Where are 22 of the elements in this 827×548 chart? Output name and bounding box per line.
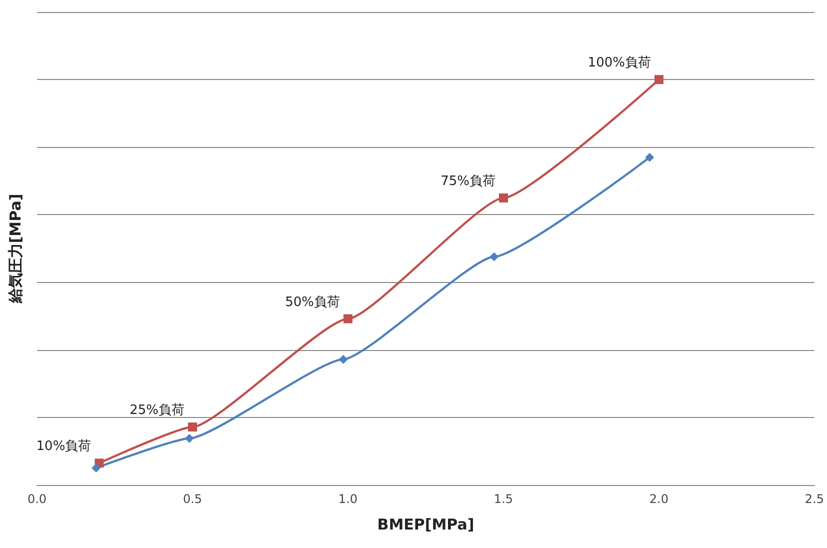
point xyxy=(645,152,654,162)
annotation: 25%負荷 xyxy=(130,403,184,418)
point xyxy=(343,314,352,324)
point xyxy=(498,193,508,202)
x-tick-label: 2.0 xyxy=(649,492,669,506)
x-tick-label: 2.5 xyxy=(804,492,824,506)
x-tick-label: 0.5 xyxy=(182,492,202,506)
annotation: 50%負荷 xyxy=(285,294,340,310)
point xyxy=(188,422,197,432)
x-axis-title: BMEP[MPa] xyxy=(377,516,474,534)
annotation: 75%負荷 xyxy=(440,174,496,189)
x-tick-label: 1.0 xyxy=(338,492,358,506)
x-tick-label: 1.5 xyxy=(494,492,514,506)
y-axis-title: 給気圧力[MPa] xyxy=(6,194,24,304)
annotation: 100%負荷 xyxy=(588,56,651,71)
point xyxy=(92,463,101,472)
annotation: 10%負荷 xyxy=(36,439,92,454)
x-tick-label: 0.0 xyxy=(27,492,47,506)
point xyxy=(338,354,348,364)
point xyxy=(654,75,664,84)
point xyxy=(490,252,499,262)
point xyxy=(184,434,194,443)
